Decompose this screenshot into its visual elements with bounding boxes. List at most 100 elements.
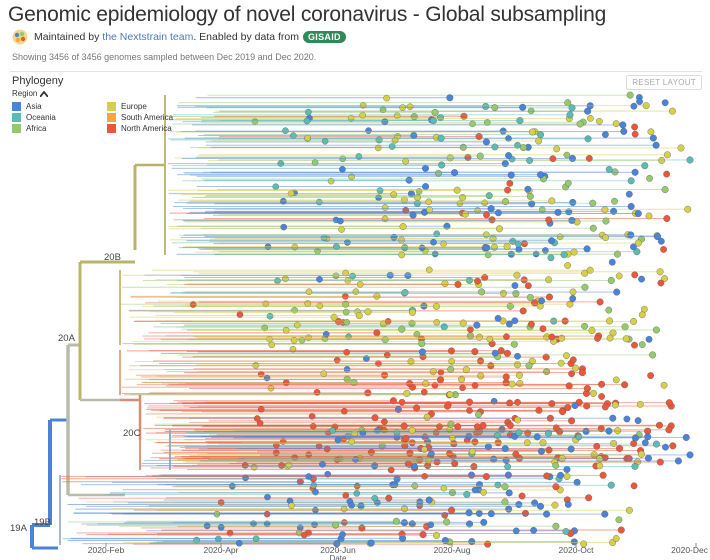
tip-marker — [471, 486, 479, 494]
tip-marker — [422, 183, 430, 191]
tip-marker — [531, 299, 539, 307]
tip-marker — [514, 352, 521, 360]
tip-marker — [615, 272, 623, 280]
tip-marker — [634, 417, 642, 424]
sampling-summary: Showing 3456 of 3456 genomes sampled bet… — [12, 52, 317, 62]
tip-marker — [563, 473, 571, 480]
tip-marker — [548, 197, 556, 205]
tip-marker — [423, 413, 431, 421]
tip-marker — [528, 200, 536, 208]
reset-layout-button[interactable]: RESET LAYOUT — [626, 75, 702, 90]
legend-item[interactable]: North America — [107, 123, 202, 134]
tip-marker — [482, 473, 490, 481]
tip-marker — [468, 448, 476, 455]
tip-marker — [447, 365, 455, 373]
tip-marker — [399, 534, 407, 542]
tip-marker — [656, 458, 664, 466]
tip-marker — [593, 442, 601, 450]
tip-marker — [402, 157, 409, 165]
tip-marker — [236, 311, 244, 318]
tip-marker — [611, 197, 618, 205]
clade-label-19a: 19A — [10, 523, 28, 534]
tip-marker — [652, 440, 660, 448]
tip-marker — [487, 205, 495, 213]
tip-marker — [353, 482, 361, 490]
legend-item[interactable]: Asia — [12, 101, 107, 112]
chevron-up-icon[interactable] — [40, 90, 49, 97]
tip-marker — [253, 415, 261, 422]
tip-marker — [613, 250, 621, 258]
legend-label: Africa — [26, 124, 47, 133]
legend-item[interactable]: Europe — [107, 101, 202, 112]
tip-marker — [511, 317, 519, 325]
tip-marker — [630, 440, 638, 447]
tip-marker — [518, 492, 526, 500]
tip-marker — [545, 216, 553, 224]
tip-marker — [563, 352, 570, 359]
gisaid-badge[interactable]: GISAID — [303, 31, 346, 43]
tip-marker — [446, 94, 454, 102]
tip-marker — [605, 166, 613, 173]
tip-marker — [580, 540, 587, 548]
tip-marker — [626, 91, 634, 99]
tip-marker — [610, 439, 618, 447]
tip-marker — [560, 251, 568, 259]
tip-marker — [516, 380, 524, 387]
tip-marker — [365, 127, 372, 134]
tip-marker — [547, 254, 555, 262]
tip-marker — [432, 531, 440, 539]
tip-marker — [447, 420, 455, 428]
tip-marker — [620, 127, 628, 135]
tip-marker — [461, 210, 469, 218]
tip-marker — [465, 509, 473, 517]
tip-marker — [343, 349, 350, 356]
team-link[interactable]: the Nextstrain team — [102, 31, 194, 43]
tip-marker — [647, 128, 655, 136]
legend-header[interactable]: Region — [12, 89, 202, 98]
tip-marker — [519, 144, 527, 152]
tip-marker — [264, 493, 271, 501]
tip-marker — [383, 351, 391, 359]
tip-marker — [507, 171, 515, 179]
tip-marker — [383, 94, 390, 102]
tip-marker — [290, 132, 297, 139]
tip-marker — [607, 481, 615, 489]
tip-marker — [652, 141, 660, 149]
clade-label-19b: 19B — [34, 517, 51, 528]
tip-marker — [235, 540, 243, 547]
tip-marker — [406, 103, 414, 110]
tip-marker — [359, 111, 366, 119]
tip-marker — [625, 190, 633, 198]
tip-marker — [602, 234, 609, 242]
tip-marker — [435, 169, 442, 177]
tip-marker — [545, 276, 553, 284]
legend-item[interactable]: Africa — [12, 123, 107, 134]
tip-marker — [638, 275, 645, 283]
tip-marker — [330, 313, 338, 321]
tip-marker — [535, 406, 543, 414]
tip-marker — [558, 334, 566, 342]
tip-marker — [630, 243, 637, 251]
tip-marker — [642, 102, 650, 110]
tip-marker — [305, 108, 312, 116]
tip-marker — [519, 103, 527, 111]
tip-marker — [578, 369, 586, 377]
tip-marker — [371, 414, 379, 422]
tip-marker — [473, 321, 481, 329]
tip-marker — [333, 243, 340, 250]
tip-marker — [405, 176, 413, 184]
tip-marker — [535, 137, 543, 145]
tip-marker — [569, 295, 577, 302]
tip-marker — [613, 288, 621, 296]
legend-item[interactable]: South America — [107, 112, 202, 123]
legend-label: Europe — [121, 102, 147, 111]
axis-tick-label: 2020-Dec — [671, 545, 709, 555]
tip-marker — [663, 170, 671, 178]
tip-marker — [349, 272, 356, 280]
tip-marker — [510, 340, 518, 348]
nextstrain-logo-icon — [12, 29, 28, 45]
tip-marker — [475, 132, 483, 140]
tip-marker — [515, 371, 523, 379]
legend-item[interactable]: Oceania — [12, 112, 107, 123]
